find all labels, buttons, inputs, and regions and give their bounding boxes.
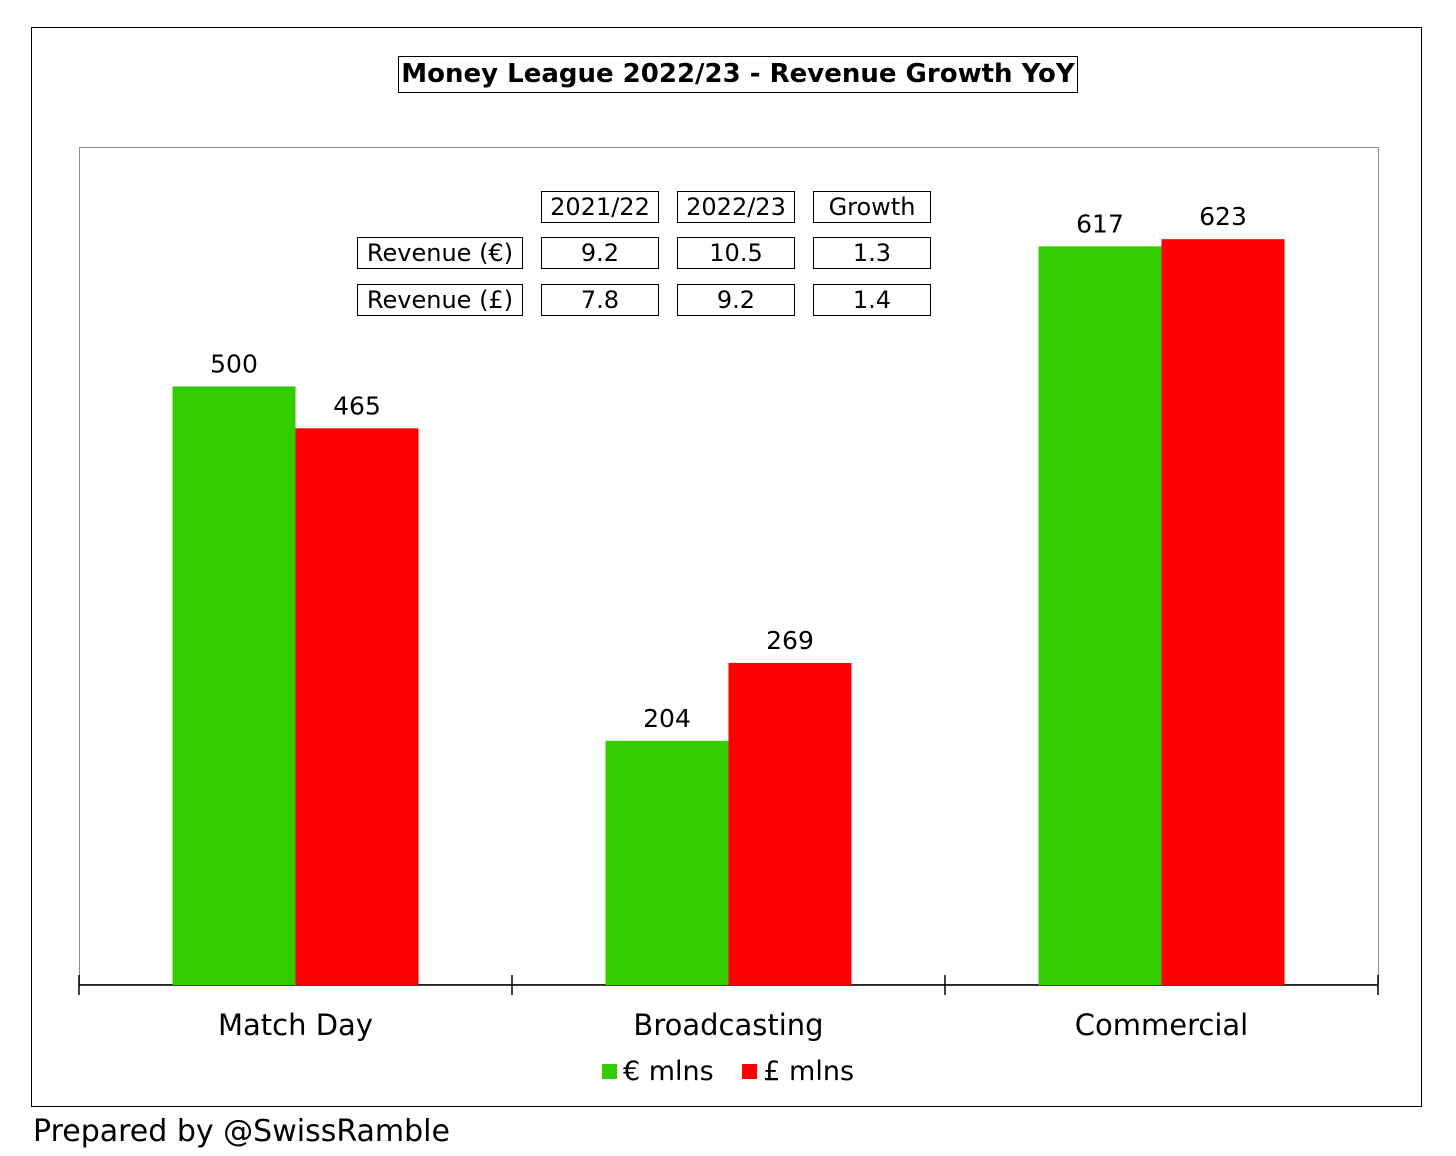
table-cell-eur-growth: 1.3: [813, 237, 931, 269]
table-cell-eur-2022-23: 10.5: [677, 237, 795, 269]
table-row-label-eur: Revenue (€): [357, 237, 523, 269]
bar-data-label: 617: [1076, 209, 1124, 238]
bar-data-label: 465: [333, 391, 381, 420]
bar-data-label: 204: [643, 704, 691, 733]
bar-gbp: [728, 662, 852, 985]
table-cell-gbp-2021-22: 7.8: [541, 284, 659, 316]
chart-title: Money League 2022/23 - Revenue Growth Yo…: [398, 56, 1078, 93]
bar-data-label: 269: [766, 626, 814, 655]
legend-item-eur: € mlns: [601, 1056, 714, 1088]
x-tick-label: Match Day: [218, 1008, 373, 1042]
footer-credit: Prepared by @SwissRamble: [33, 1114, 450, 1149]
x-tick-label: Commercial: [1075, 1008, 1248, 1042]
legend-swatch-gbp: [742, 1064, 758, 1079]
table-header-growth: Growth: [813, 191, 931, 223]
table-cell-gbp-growth: 1.4: [813, 284, 931, 316]
table-row-label-gbp: Revenue (£): [357, 284, 523, 316]
legend-label-gbp: £ mlns: [763, 1056, 855, 1087]
legend-item-gbp: £ mlns: [742, 1056, 854, 1088]
table-header-2021-22: 2021/22: [541, 191, 659, 223]
bar-eur: [172, 386, 296, 985]
legend: € mlns £ mlns: [0, 1056, 1456, 1088]
bar-eur: [1038, 246, 1162, 985]
bar-eur: [605, 740, 729, 985]
bar-gbp: [295, 428, 419, 985]
legend-swatch-eur: [601, 1064, 617, 1079]
table-cell-gbp-2022-23: 9.2: [677, 284, 795, 316]
legend-label-eur: € mlns: [622, 1056, 714, 1087]
bar-data-label: 623: [1199, 202, 1247, 231]
table-cell-eur-2021-22: 9.2: [541, 237, 659, 269]
bar-data-label: 500: [210, 349, 258, 378]
chart-frame: [31, 27, 1422, 1107]
table-header-2022-23: 2022/23: [677, 191, 795, 223]
bar-gbp: [1161, 239, 1285, 985]
x-tick-label: Broadcasting: [633, 1008, 823, 1042]
